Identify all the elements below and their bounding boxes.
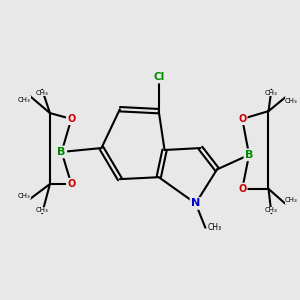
Text: CH₃: CH₃ — [265, 90, 278, 96]
Text: CH₃: CH₃ — [36, 90, 49, 96]
Text: CH₃: CH₃ — [285, 98, 298, 103]
Text: CH₃: CH₃ — [18, 97, 31, 103]
Text: CH₃: CH₃ — [36, 207, 49, 213]
Text: CH₃: CH₃ — [265, 207, 278, 213]
Text: N: N — [191, 198, 200, 208]
Text: O: O — [67, 179, 75, 189]
Text: CH₃: CH₃ — [285, 197, 298, 203]
Text: B: B — [57, 147, 66, 157]
Text: CH₃: CH₃ — [18, 193, 31, 199]
Text: O: O — [67, 114, 75, 124]
Text: O: O — [238, 114, 246, 124]
Text: B: B — [245, 150, 253, 160]
Text: Cl: Cl — [153, 72, 164, 82]
Text: CH₃: CH₃ — [208, 223, 222, 232]
Text: O: O — [238, 184, 246, 194]
